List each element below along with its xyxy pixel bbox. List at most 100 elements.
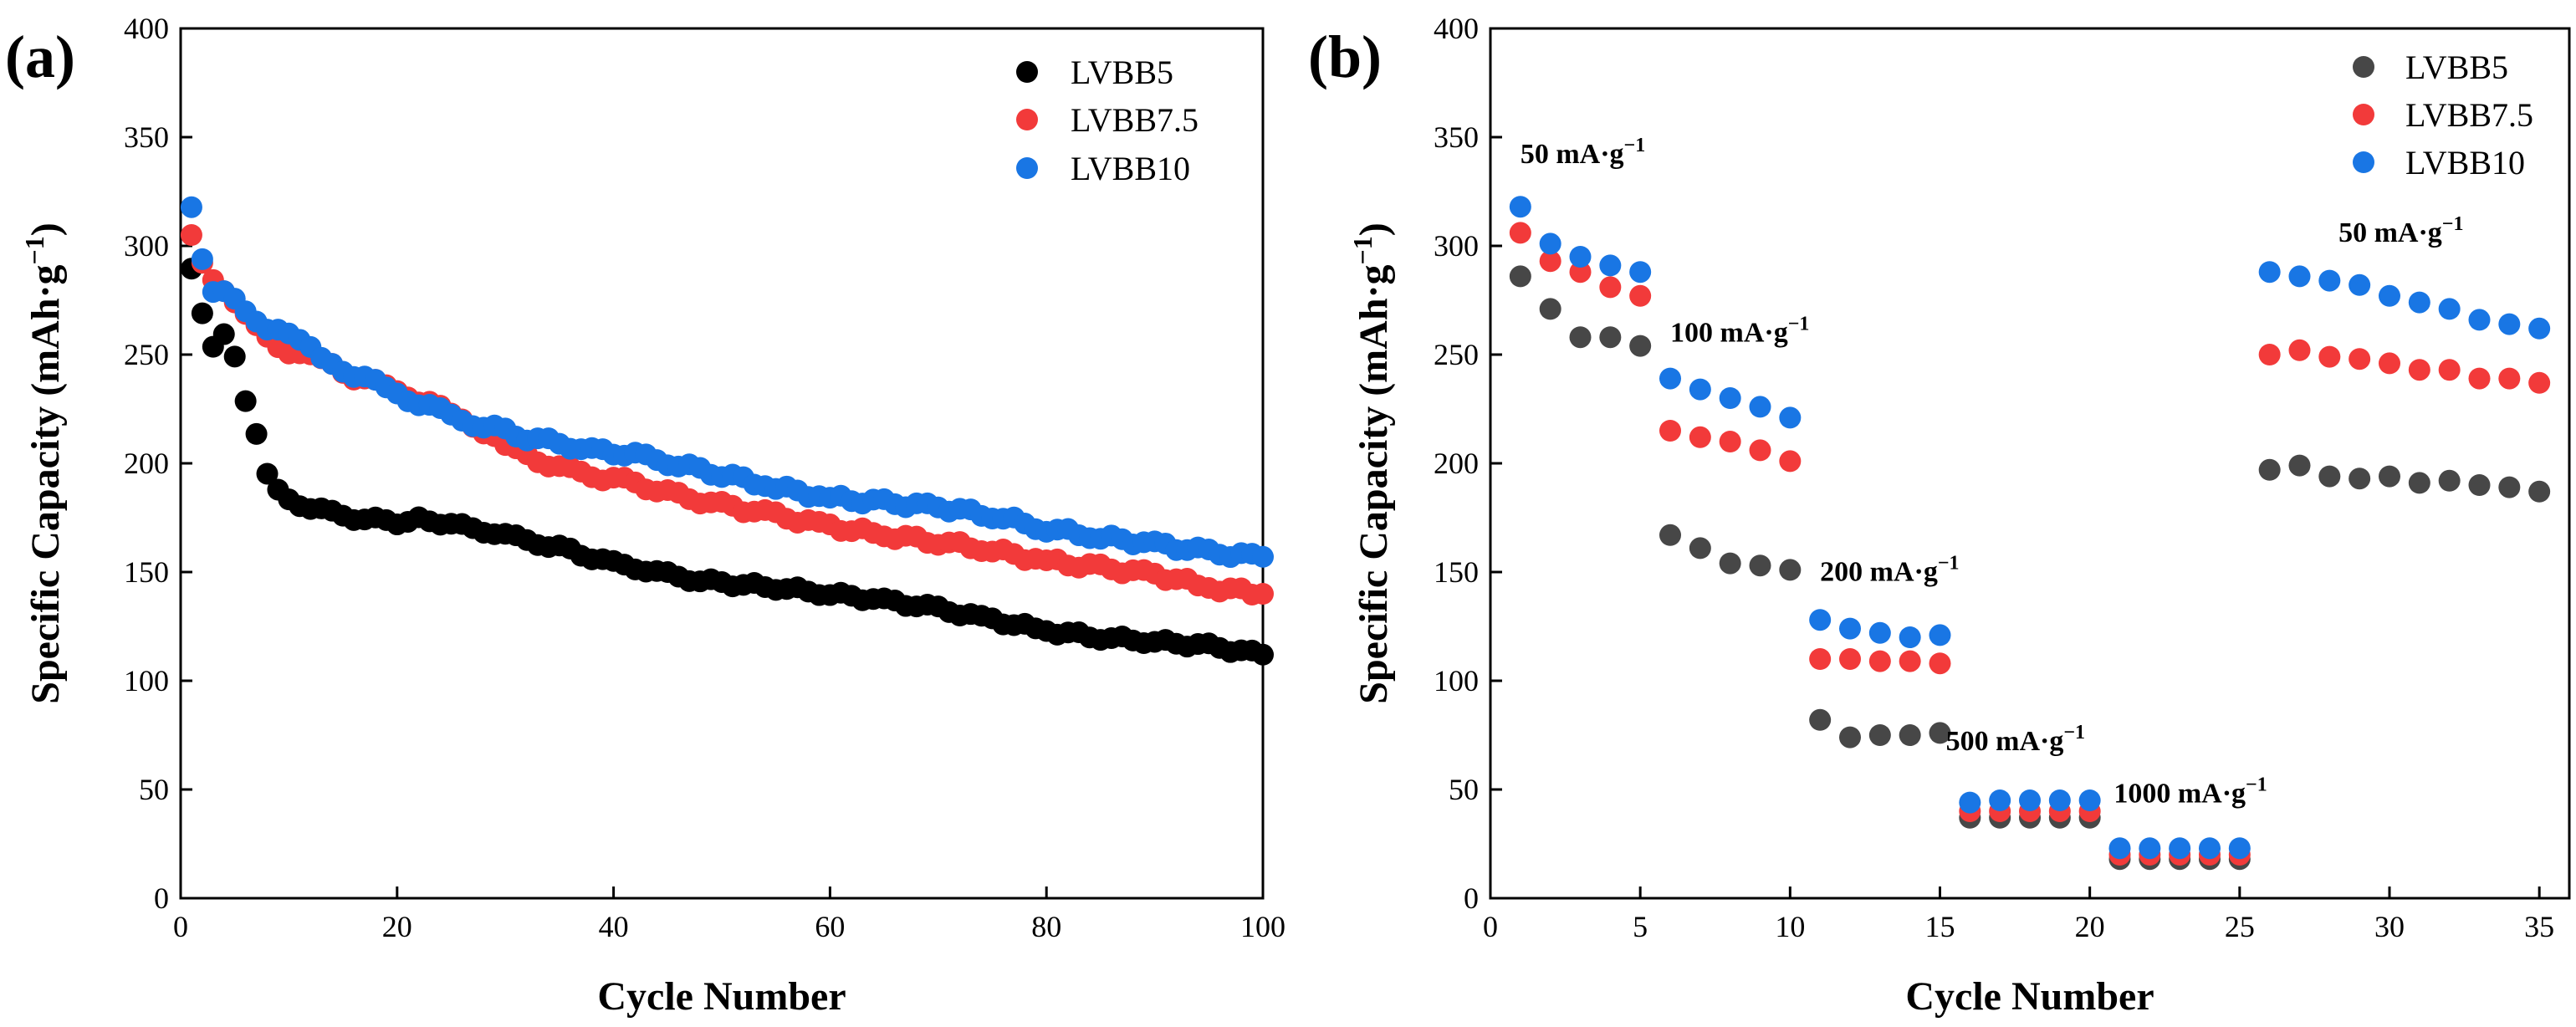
data-point-lvbb7-5	[2528, 371, 2551, 394]
data-point-lvbb7-5	[2379, 352, 2400, 375]
y-tick-label: 200	[1434, 447, 1479, 480]
y-tick-label: 150	[1434, 555, 1479, 589]
legend-marker-lvbb7-5	[1016, 109, 1038, 130]
data-point-lvbb7-5	[1252, 583, 1274, 605]
data-point-lvbb5	[1809, 708, 1832, 731]
x-tick-label: 0	[1483, 910, 1498, 943]
data-point-lvbb10	[2498, 313, 2521, 335]
data-point-lvbb10	[1899, 626, 1921, 648]
data-point-lvbb5	[2318, 465, 2341, 488]
y-tick-label: 400	[124, 12, 169, 45]
x-tick-label: 80	[1031, 910, 1061, 943]
legend-label-lvbb10: LVBB10	[2405, 144, 2525, 181]
panel-b-series	[1509, 196, 2551, 871]
y-tick-label: 150	[124, 555, 169, 589]
data-point-lvbb5	[256, 462, 279, 485]
data-point-lvbb7-5	[1779, 450, 1802, 473]
data-point-lvbb5	[2288, 454, 2311, 477]
data-point-lvbb5	[212, 323, 235, 345]
data-point-lvbb10	[2199, 837, 2221, 860]
panel-a-legend: LVBB5 LVBB7.5 LVBB10	[1016, 54, 1199, 187]
panel-a: (a) 0 50 100 150 200 250 300 350 400 0 20 40 60 80 10…	[5, 12, 1285, 1019]
data-point-lvbb7-5	[2349, 348, 2371, 370]
data-point-lvbb7-5	[1539, 250, 1561, 273]
x-tick-label: 40	[599, 910, 629, 943]
data-point-lvbb5	[245, 422, 268, 445]
x-tick-label: 5	[1633, 910, 1648, 943]
y-tick-label: 250	[1434, 338, 1479, 371]
data-point-lvbb5	[1509, 265, 1531, 288]
data-point-lvbb5	[1689, 537, 1711, 559]
legend-marker-lvbb10	[2353, 151, 2374, 173]
legend-marker-lvbb10	[1016, 157, 1038, 179]
series-lvbb7-5	[180, 224, 1274, 606]
series-lvbb10	[1509, 196, 2551, 860]
panel-a-xticks: 0 20 40 60 80 100	[173, 886, 1285, 943]
panel-b-y-axis-title: Specific Capacity (mAh·g−1)	[1347, 222, 1396, 704]
data-point-lvbb10	[1599, 254, 1622, 277]
data-point-lvbb10	[2139, 837, 2161, 860]
data-point-lvbb7-5	[1629, 284, 1652, 307]
y-tick-label: 50	[139, 773, 169, 806]
panel-a-yticks: 0 50 100 150 200 250 300 350 400	[124, 12, 192, 915]
data-point-lvbb10	[2078, 789, 2101, 811]
data-point-lvbb5	[223, 345, 246, 368]
data-point-lvbb10	[1839, 617, 1861, 640]
data-point-lvbb5	[2468, 474, 2491, 496]
data-point-lvbb7-5	[1929, 652, 1951, 675]
data-point-lvbb10	[1569, 246, 1592, 268]
y-tick-label: 400	[1434, 12, 1479, 45]
panel-b-label: (b)	[1308, 23, 1382, 90]
x-tick-label: 0	[173, 910, 188, 943]
panel-b-yticks: 0 50 100 150 200 250 300 350 400	[1434, 12, 1502, 915]
data-point-lvbb5	[1629, 335, 1652, 357]
data-point-lvbb10	[2228, 837, 2251, 860]
panel-b-legend: LVBB5 LVBB7.5 LVBB10	[2353, 49, 2533, 181]
data-point-lvbb10	[2019, 789, 2041, 811]
legend-label-lvbb7-5: LVBB7.5	[2405, 96, 2533, 134]
data-point-lvbb5	[1868, 724, 1891, 746]
x-tick-label: 25	[2225, 910, 2255, 943]
data-point-lvbb5	[1749, 554, 1771, 577]
y-tick-label: 0	[154, 881, 169, 915]
data-point-lvbb10	[1659, 367, 1681, 390]
data-point-lvbb5	[1599, 326, 1622, 349]
data-point-lvbb7-5	[180, 224, 202, 246]
x-tick-label: 60	[815, 910, 845, 943]
data-point-lvbb10	[2288, 265, 2311, 288]
legend-marker-lvbb5	[1016, 61, 1038, 83]
x-tick-label: 35	[2524, 910, 2554, 943]
data-point-lvbb10	[2379, 284, 2400, 307]
legend-label-lvbb7-5: LVBB7.5	[1071, 101, 1199, 139]
data-point-lvbb10	[1629, 261, 1652, 284]
data-point-lvbb7-5	[2258, 344, 2281, 365]
data-point-lvbb7-5	[2468, 367, 2491, 390]
legend-marker-lvbb7-5	[2353, 104, 2374, 125]
data-point-lvbb10	[1539, 232, 1561, 255]
data-point-lvbb10	[191, 248, 213, 270]
data-point-lvbb7-5	[1509, 222, 1531, 244]
data-point-lvbb5	[1839, 726, 1861, 749]
data-point-lvbb10	[1749, 396, 1771, 418]
data-point-lvbb10	[2438, 298, 2461, 320]
data-point-lvbb5	[1779, 559, 1802, 581]
data-point-lvbb7-5	[1899, 650, 1921, 672]
series-lvbb5	[180, 258, 1274, 666]
panel-a-x-axis-title: Cycle Number	[597, 974, 846, 1019]
data-point-lvbb5	[1929, 722, 1951, 744]
data-point-lvbb10	[1868, 621, 1891, 644]
y-tick-label: 300	[1434, 229, 1479, 263]
data-point-lvbb5	[2438, 469, 2461, 492]
x-tick-label: 100	[1240, 910, 1285, 943]
panel-b-xticks: 0 5 10 15 20 25 30 35	[1483, 886, 2554, 943]
legend-label-lvbb10: LVBB10	[1071, 150, 1190, 187]
data-point-lvbb7-5	[1749, 439, 1771, 462]
x-tick-label: 20	[382, 910, 412, 943]
data-point-lvbb10	[2408, 291, 2430, 314]
data-point-lvbb10	[1719, 387, 1741, 409]
legend-label-lvbb5: LVBB5	[1071, 54, 1173, 91]
panel-b: (b) 0 50 100 150 200 250 300 350 400 0 5 10 15 20 25 3…	[1308, 12, 2571, 1019]
data-point-lvbb5	[1719, 552, 1741, 575]
data-point-lvbb5	[1899, 724, 1921, 746]
